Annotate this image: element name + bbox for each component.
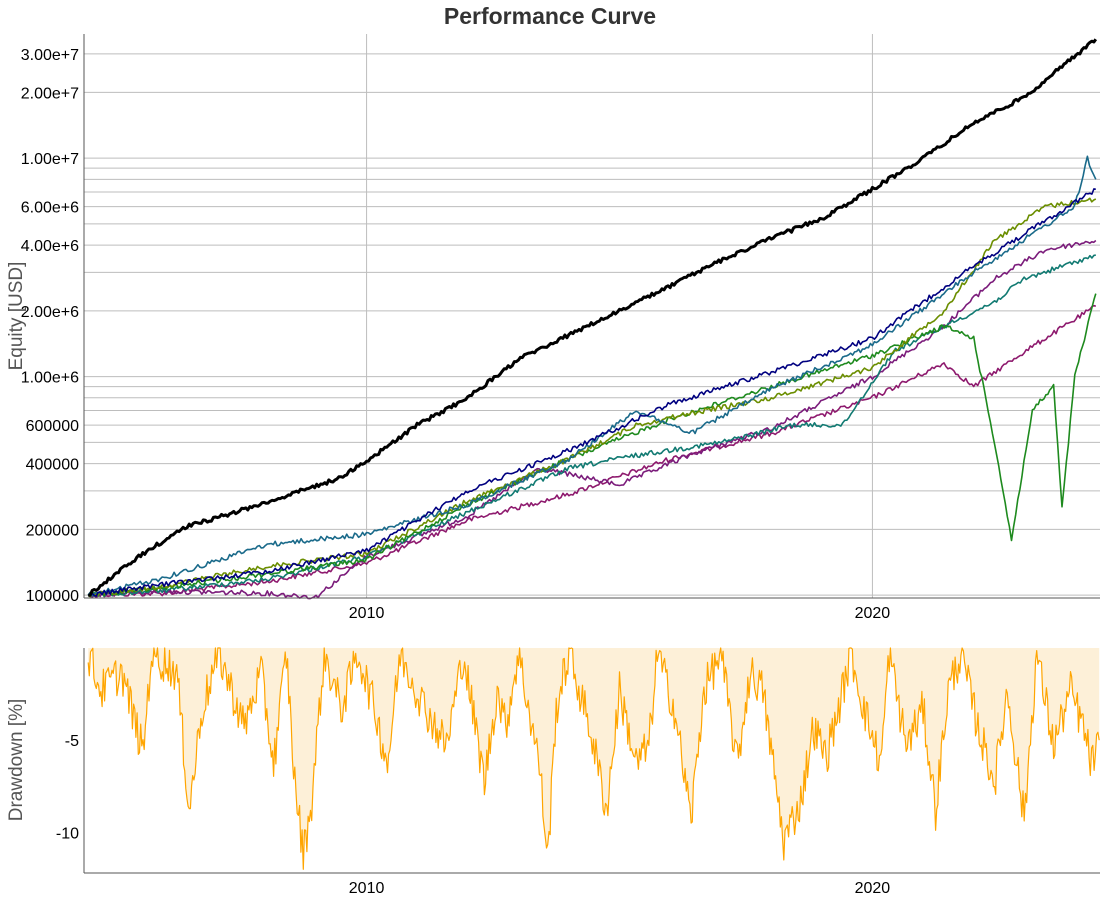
drawdown-x-tick-label: 2010 bbox=[349, 880, 385, 897]
equity-y-tick-label: 6.00e+6 bbox=[21, 200, 79, 217]
equity-series-line bbox=[87, 155, 1097, 597]
equity-series-line bbox=[88, 38, 1098, 597]
equity-series-line bbox=[88, 188, 1096, 597]
equity-y-tick-label: 2.00e+6 bbox=[21, 304, 79, 321]
equity-series-line bbox=[87, 239, 1097, 600]
drawdown-series-group bbox=[87, 647, 1100, 870]
equity-y-tick-label: 600000 bbox=[26, 418, 79, 435]
drawdown-line bbox=[87, 647, 1100, 870]
equity-y-tick-label: 4.00e+6 bbox=[21, 238, 79, 255]
drawdown-area bbox=[88, 648, 1100, 870]
equity-series-line bbox=[88, 254, 1096, 597]
equity-y-tick-label: 1.00e+6 bbox=[21, 370, 79, 387]
equity-y-axis-title: Equity [USD] bbox=[6, 262, 27, 371]
equity-y-tick-label: 1.00e+7 bbox=[21, 151, 79, 168]
drawdown-x-tick-label: 2020 bbox=[855, 880, 891, 897]
equity-series-line bbox=[87, 304, 1097, 599]
drawdown-y-ticks: -5 -10 bbox=[56, 733, 79, 842]
equity-series-line bbox=[87, 293, 1097, 597]
chart-title: Performance Curve bbox=[444, 3, 656, 29]
equity-y-tick-label: 3.00e+7 bbox=[21, 47, 79, 64]
equity-series-line bbox=[87, 197, 1097, 598]
drawdown-y-axis-title: Drawdown [%] bbox=[6, 699, 27, 822]
equity-y-ticks: 100000 200000 400000 600000 1.00e+6 2.00e+6 4.… bbox=[21, 47, 79, 605]
equity-y-tick-label: 400000 bbox=[26, 457, 79, 474]
equity-x-ticks: 2010 2020 bbox=[349, 605, 891, 622]
equity-x-tick-label: 2010 bbox=[349, 605, 385, 622]
drawdown-y-tick-label: -10 bbox=[56, 825, 79, 842]
equity-y-tick-label: 2.00e+7 bbox=[21, 85, 79, 102]
drawdown-y-tick-label: -5 bbox=[65, 733, 79, 750]
equity-y-tick-label: 200000 bbox=[26, 522, 79, 539]
equity-gridlines bbox=[84, 34, 1100, 598]
equity-y-tick-label: 100000 bbox=[26, 588, 79, 605]
equity-x-tick-label: 2020 bbox=[855, 605, 891, 622]
drawdown-x-ticks: 2010 2020 bbox=[349, 880, 891, 897]
equity-series-group bbox=[87, 38, 1098, 600]
